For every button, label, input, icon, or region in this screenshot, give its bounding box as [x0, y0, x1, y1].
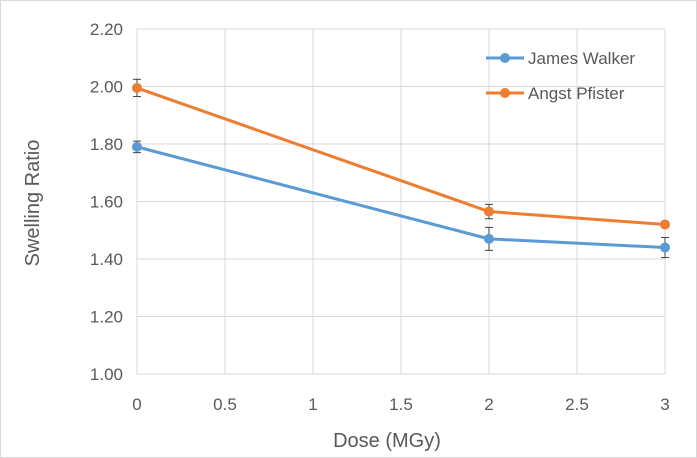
legend-item: Angst Pfister — [486, 84, 625, 103]
y-axis-title: Swelling Ratio — [22, 140, 44, 267]
x-tick-label: 3 — [660, 395, 669, 414]
series-2 — [132, 78, 670, 230]
data-point — [484, 206, 494, 217]
data-point — [484, 233, 494, 244]
y-tick-label: 1.00 — [90, 365, 123, 384]
x-tick-label: 0.5 — [213, 395, 237, 414]
grid — [136, 28, 666, 375]
data-point — [132, 141, 142, 152]
x-tick-label: 1.5 — [389, 395, 413, 414]
legend-swatch-marker — [500, 53, 510, 63]
x-axis-ticks: 0 0.5 1 1.5 2 2.5 3 — [132, 395, 669, 414]
legend-label: Angst Pfister — [528, 84, 625, 103]
data-point — [132, 82, 142, 93]
data-point — [660, 242, 670, 253]
x-tick-label: 0 — [132, 395, 141, 414]
y-axis-ticks: 1.00 1.20 1.40 1.60 1.80 2.00 2.20 — [90, 20, 123, 384]
y-tick-label: 2.00 — [90, 78, 123, 97]
legend-item: James Walker — [486, 49, 635, 68]
x-tick-label: 2 — [484, 395, 493, 414]
legend-label: James Walker — [528, 49, 635, 68]
y-tick-label: 1.60 — [90, 193, 123, 212]
series-1 — [132, 140, 670, 259]
x-tick-label: 1 — [308, 395, 317, 414]
y-tick-label: 1.40 — [90, 250, 123, 269]
data-point — [660, 219, 670, 230]
y-tick-label: 2.20 — [90, 20, 123, 39]
y-tick-label: 1.80 — [90, 135, 123, 154]
series-layer — [132, 78, 670, 259]
y-tick-label: 1.20 — [90, 308, 123, 327]
legend: James Walker Angst Pfister — [486, 49, 635, 103]
x-tick-label: 2.5 — [565, 395, 589, 414]
x-axis-title: Dose (MGy) — [333, 430, 441, 452]
legend-swatch-marker — [500, 88, 510, 98]
